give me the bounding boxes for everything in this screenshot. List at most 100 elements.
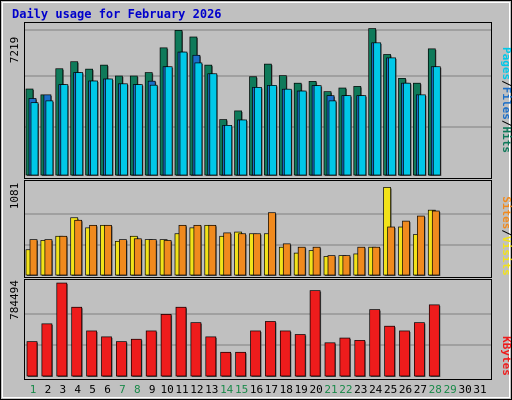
- kbytes-bar: [175, 306, 187, 377]
- kbytes-bar: [339, 337, 351, 377]
- day-label: 14: [220, 383, 234, 396]
- kbytes-bar: [86, 330, 97, 377]
- pages-bar: [30, 102, 39, 176]
- sites-bar: [372, 246, 381, 276]
- day-label: 25: [384, 383, 397, 396]
- day-label: 30: [458, 383, 471, 396]
- kbytes-bar: [71, 306, 83, 377]
- day-label: 10: [160, 383, 173, 396]
- pages-bar: [224, 125, 233, 176]
- ylabel-hits: 7219: [8, 37, 21, 64]
- sites-bar: [327, 255, 336, 276]
- pages-bar: [298, 90, 307, 176]
- day-label: 13: [205, 383, 218, 396]
- day-label: 26: [399, 383, 412, 396]
- kbytes-bar: [324, 342, 336, 377]
- pages-bar: [179, 51, 188, 176]
- pages-bar: [194, 62, 203, 176]
- day-label: 2: [45, 383, 52, 396]
- kbytes-bar: [428, 304, 440, 377]
- sites-bar: [387, 226, 395, 276]
- kbytes-bar: [235, 351, 246, 377]
- day-label: 16: [250, 383, 263, 396]
- chart-title: Daily usage for February 2026: [12, 7, 222, 21]
- sites-bar: [178, 224, 187, 276]
- pages-bar: [343, 95, 352, 176]
- pages-bar: [164, 66, 173, 176]
- pages-bar: [283, 88, 292, 176]
- pages-bar: [269, 85, 277, 176]
- day-label: 17: [265, 383, 278, 396]
- sites-bar: [402, 220, 410, 276]
- legend-hits: Hits: [500, 127, 512, 154]
- legend-visits: Visits: [500, 236, 512, 276]
- kbytes-bar: [101, 336, 112, 377]
- day-label: 8: [134, 383, 141, 396]
- sites-bar: [104, 224, 112, 276]
- kbytes-bar: [279, 330, 291, 377]
- kbytes-bar: [190, 322, 202, 377]
- kbytes-bar: [384, 325, 395, 377]
- legend-sep-3: /: [500, 229, 512, 236]
- pages-bar: [254, 87, 262, 176]
- day-label: 12: [190, 383, 203, 396]
- pages-bar: [120, 83, 128, 176]
- day-label: 4: [74, 383, 81, 396]
- day-label: 19: [295, 383, 308, 396]
- kbytes-bar: [399, 330, 410, 377]
- kbytes-bar: [354, 340, 366, 377]
- day-label: 27: [414, 383, 427, 396]
- kbytes-bar: [265, 321, 276, 377]
- pages-bar: [358, 95, 367, 176]
- day-label: 7: [119, 383, 126, 396]
- day-label: 22: [339, 383, 352, 396]
- day-label: 31: [473, 383, 486, 396]
- kbytes-bar: [250, 330, 261, 377]
- pages-bar: [90, 80, 98, 176]
- sites-bar: [74, 219, 83, 276]
- sites-bar: [282, 243, 291, 276]
- kbytes-bar: [309, 290, 321, 377]
- pages-bar: [105, 78, 113, 176]
- sites-bar: [223, 232, 232, 276]
- chart-marks: [25, 28, 442, 377]
- kbytes-bar: [56, 282, 68, 377]
- legend-sep-1: /: [500, 80, 512, 87]
- kbytes-bar: [160, 314, 172, 377]
- sites-bar: [253, 233, 261, 276]
- sites-bar: [119, 239, 127, 276]
- pages-bar: [313, 85, 322, 176]
- day-label: 1: [30, 383, 37, 396]
- sites-bar: [59, 235, 68, 276]
- sites-bar: [29, 239, 38, 276]
- pages-bar: [418, 94, 426, 176]
- sites-bar: [268, 212, 276, 276]
- day-label: 29: [444, 383, 457, 396]
- ylabel-kbytes: 784494: [8, 280, 21, 320]
- legend-bottom: KBytes: [500, 336, 512, 376]
- pages-bar: [75, 72, 84, 176]
- kbytes-bar: [369, 309, 381, 377]
- kbytes-bar: [26, 341, 38, 377]
- day-label: 21: [324, 383, 337, 396]
- kbytes-bar: [145, 330, 157, 377]
- sites-bar: [357, 246, 366, 276]
- pages-bar: [149, 84, 158, 176]
- pages-bar: [388, 57, 396, 176]
- kbytes-bar: [116, 341, 127, 377]
- sites-bar: [342, 255, 351, 276]
- legend-top: Pages/Files/Hits: [500, 47, 512, 153]
- ylabel-visits: 1081: [8, 183, 21, 210]
- legend-middle: Sites/Visits: [500, 196, 512, 276]
- sites-bar: [431, 210, 440, 276]
- legend-pages: Pages: [500, 47, 512, 80]
- kbytes-bar: [41, 323, 53, 377]
- day-label: 20: [309, 383, 322, 396]
- sites-bar: [193, 224, 202, 276]
- pages-bar: [239, 119, 247, 176]
- day-label: 18: [280, 383, 293, 396]
- day-label: 9: [149, 383, 156, 396]
- day-label: 5: [89, 383, 96, 396]
